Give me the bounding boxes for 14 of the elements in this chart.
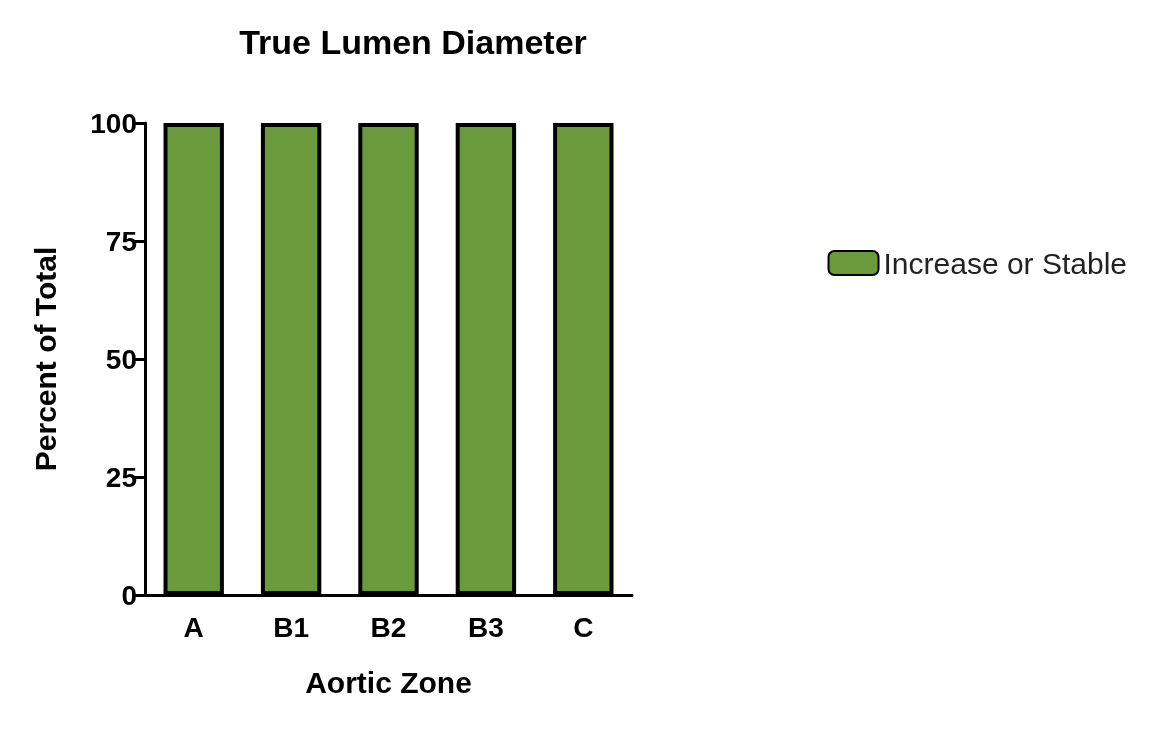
legend-label: Increase or Stable bbox=[883, 246, 1128, 280]
chart-title: True Lumen Diameter bbox=[239, 23, 587, 61]
x-tick-label: B2 bbox=[370, 611, 407, 643]
x-tick-label: C bbox=[573, 611, 594, 643]
y-tick-label: 75 bbox=[105, 225, 137, 257]
y-tick-label: 25 bbox=[105, 461, 137, 493]
y-tick-label: 100 bbox=[90, 107, 137, 139]
y-axis-title: Percent of Total bbox=[28, 246, 62, 472]
x-tick-label: B1 bbox=[273, 611, 309, 643]
x-tick-label: A bbox=[183, 611, 204, 643]
y-tick-label: 0 bbox=[121, 579, 137, 611]
y-tick-label: 50 bbox=[105, 343, 137, 375]
x-axis-title: Aortic Zone bbox=[305, 665, 472, 699]
x-tick-label: B3 bbox=[468, 611, 504, 643]
